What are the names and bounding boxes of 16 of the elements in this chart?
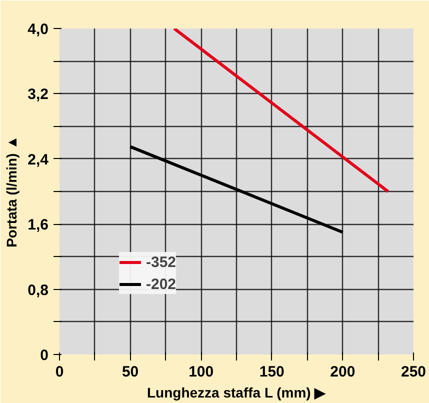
y-tick-label: 0 bbox=[40, 347, 48, 364]
x-tick-label: 50 bbox=[122, 364, 139, 380]
x-tick-label: 200 bbox=[330, 364, 356, 380]
y-tick-label: 4,0 bbox=[28, 21, 49, 38]
legend-label: -202 bbox=[146, 276, 176, 292]
y-axis-title: Portata (l/min) ▲ bbox=[4, 136, 20, 248]
y-tick-label: 0,8 bbox=[28, 282, 49, 299]
x-tick-label: 100 bbox=[188, 364, 214, 380]
y-tick-label: 1,6 bbox=[28, 216, 49, 234]
x-tick-label: 150 bbox=[259, 364, 284, 380]
x-tick-label: 250 bbox=[400, 364, 426, 380]
legend-label: -352 bbox=[146, 254, 176, 270]
x-tick-label: 0 bbox=[55, 364, 64, 380]
y-tick-label: 3,2 bbox=[28, 86, 49, 104]
x-axis-title: Lunghezza staffa L (mm) ▶ bbox=[146, 384, 327, 400]
y-tick-label: 2,4 bbox=[28, 151, 50, 168]
